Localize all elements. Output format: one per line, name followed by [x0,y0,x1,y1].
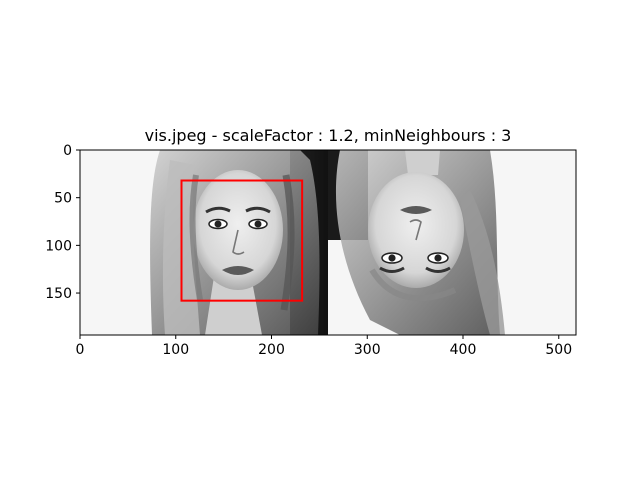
detections-layer [180,179,304,302]
face-upright-image [150,150,328,335]
x-tick-label: 0 [76,342,85,358]
image-panel [80,150,576,335]
x-tick-label: 200 [258,342,285,358]
face-upside-down-image [328,150,505,335]
x-tick-label: 400 [450,342,477,358]
face-detection-box [180,179,304,302]
x-tick-label: 100 [162,342,189,358]
x-tick-label: 300 [354,342,381,358]
x-axis: 0 100 200 300 400 500 [76,335,572,358]
x-tick-label: 500 [545,342,572,358]
y-axis: 0 50 100 150 [45,143,80,302]
y-tick-label: 50 [54,191,72,207]
chart-title: vis.jpeg - scaleFactor : 1.2, minNeighbo… [145,126,512,145]
y-tick-label: 150 [45,286,72,302]
y-tick-label: 100 [45,238,72,254]
axes-frame [79,149,577,336]
y-tick-label: 0 [63,143,72,159]
